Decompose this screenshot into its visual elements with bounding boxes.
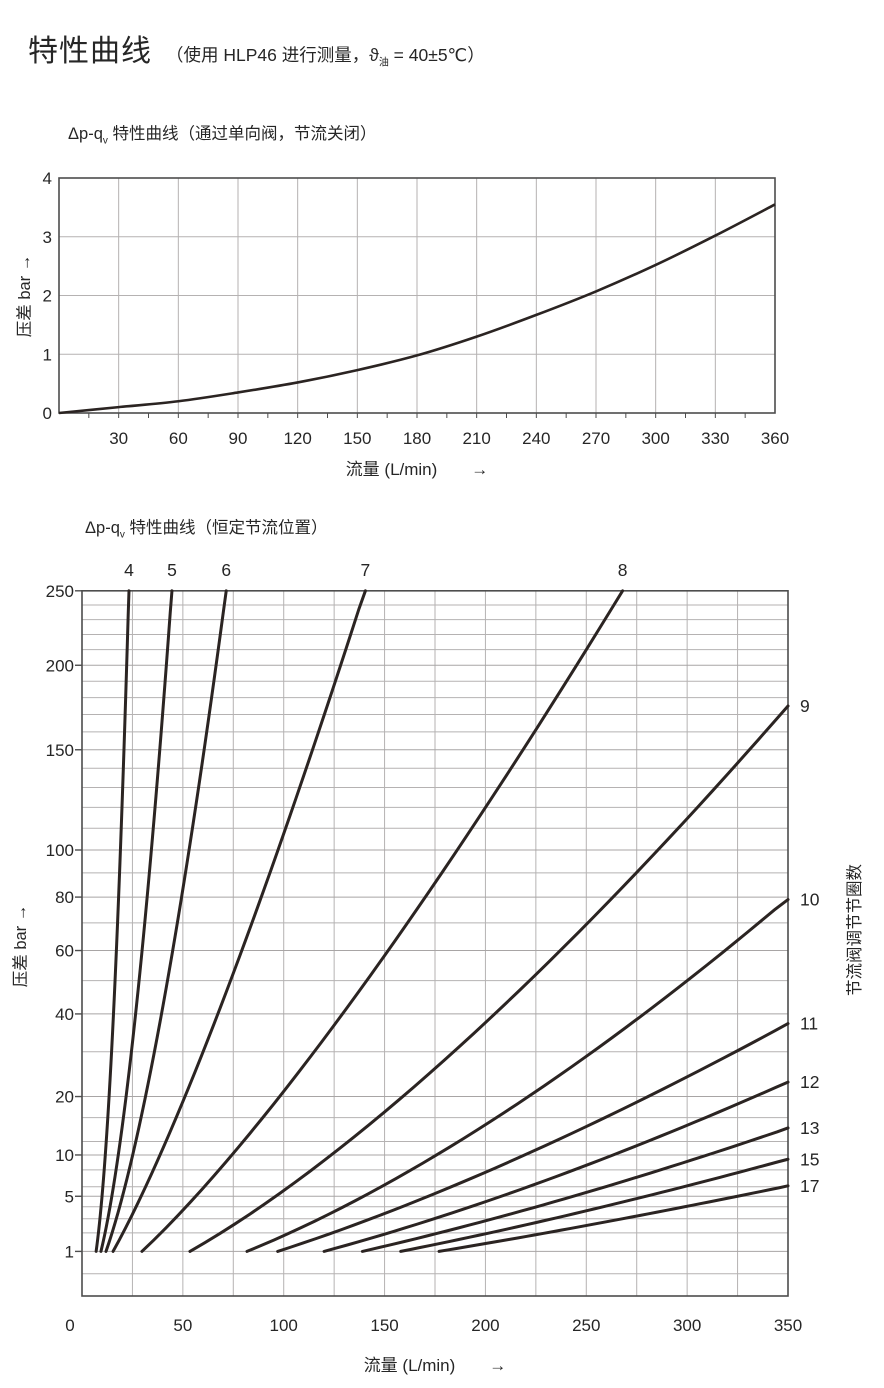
y-tick-label: 3 (43, 228, 52, 247)
y-tick-label: 250 (46, 582, 74, 601)
x-tick-label: 360 (761, 429, 789, 448)
y-tick-label: 60 (55, 942, 74, 961)
x-tick-label: 50 (173, 1316, 192, 1335)
page-header: 特性曲线 （使用 HLP46 进行测量，ϑ油 = 40±5℃） (28, 26, 485, 70)
curve-turns-10 (245, 898, 790, 1253)
y-tick-label: 1 (43, 345, 52, 364)
x-tick-label: 270 (582, 429, 610, 448)
y-tick-label: 1 (65, 1242, 74, 1261)
chart1-plot: 0 1 2 3 4 30 60 90 120 150 180 210 240 270 300 330 360 流量… (15, 169, 789, 479)
chart2-subtitle-sub: v (119, 529, 125, 541)
x-tick-label: 30 (109, 429, 128, 448)
chart2-subtitle-pre: Δp-q (85, 519, 120, 537)
x-axis-title: 流量 (L/min) → (364, 1356, 507, 1375)
curve-turns-8 (140, 589, 625, 1253)
theta-symbol: ϑ (369, 45, 379, 65)
curve-label-right: 12 (800, 1072, 819, 1092)
y-tick-label: 5 (65, 1187, 74, 1206)
curve-label-right: 9 (800, 696, 810, 716)
y-axis-title: 压差 bar → (15, 255, 34, 338)
plot-border (81, 590, 789, 1297)
y-tick-label: 200 (46, 656, 74, 675)
x-tick-label: 120 (283, 429, 311, 448)
curve-label-right: 17 (800, 1176, 819, 1196)
x-tick-label: 300 (673, 1316, 701, 1335)
x-tick-label: 250 (572, 1316, 600, 1335)
curve-label-top: 8 (618, 560, 628, 580)
y-tick-label: 2 (43, 287, 52, 306)
y-tick-label: 80 (55, 888, 74, 907)
curve-label-top: 7 (361, 560, 371, 580)
curve-turns-9 (188, 704, 790, 1253)
curve-turns-12 (322, 1080, 790, 1253)
y-tick-label: 4 (43, 169, 52, 188)
curve-label-top: 5 (167, 560, 177, 580)
curve-label-right: 13 (800, 1118, 819, 1138)
x-tick-label: 150 (343, 429, 371, 448)
theta-subscript: 油 (378, 57, 389, 69)
x-axis-title: 流量 (L/min) → (346, 460, 489, 479)
x-tick-label: 300 (641, 429, 669, 448)
curve-turns-11 (276, 1022, 790, 1253)
x-tick-label: 350 (774, 1316, 802, 1335)
x-tick-label: 150 (370, 1316, 398, 1335)
x-tick-label: 90 (229, 429, 248, 448)
y-tick-label: 10 (55, 1146, 74, 1165)
curve-turns-4 (94, 589, 131, 1253)
curve-turns-7 (111, 589, 367, 1253)
chart2-subtitle-post: 特性曲线（恒定节流位置） (124, 519, 328, 537)
curve-label-right: 15 (800, 1149, 819, 1169)
x-tick-label: 0 (65, 1316, 74, 1335)
curve-label-right: 10 (800, 890, 820, 910)
curve-label-top: 6 (221, 560, 231, 580)
y-tick-label: 40 (55, 1005, 74, 1024)
chart1-subtitle-pre: Δp-q (68, 125, 103, 143)
curve-label-right: 11 (800, 1014, 818, 1034)
plot-border (58, 177, 776, 414)
curve-turns-17 (437, 1184, 790, 1253)
y-axis-title-right: 节流阀调节节圈数 (845, 864, 864, 997)
x-tick-label: 240 (522, 429, 550, 448)
x-tick-label: 180 (403, 429, 431, 448)
note-pre: （使用 HLP46 进行测量， (166, 45, 370, 65)
note-post: = 40±5℃） (388, 45, 485, 65)
x-tick-label: 210 (462, 429, 490, 448)
y-tick-label: 20 (55, 1088, 74, 1107)
curve-turns-5 (99, 589, 174, 1253)
page-title-note: （使用 HLP46 进行测量，ϑ油 = 40±5℃） (166, 42, 485, 69)
curve-turns-13 (360, 1126, 790, 1253)
x-tick-label: 60 (169, 429, 188, 448)
x-tick-label: 100 (270, 1316, 298, 1335)
page-title: 特性曲线 (28, 35, 152, 68)
chart1-subtitle-sub: v (102, 135, 108, 147)
chart1-subtitle-post: 特性曲线（通过单向阀，节流关闭） (107, 125, 377, 143)
curve-turns-15 (399, 1157, 790, 1253)
x-tick-label: 200 (471, 1316, 499, 1335)
y-tick-label: 100 (46, 841, 74, 860)
chart1-subtitle: Δp-qv 特性曲线（通过单向阀，节流关闭） (68, 120, 376, 146)
y-tick-label: 150 (46, 741, 74, 760)
y-tick-label: 0 (43, 404, 52, 423)
curve-check-valve (58, 203, 776, 415)
x-tick-label: 330 (701, 429, 729, 448)
check-valve-chart: 0 1 2 3 4 30 60 90 120 150 180 210 240 270 300 330 360 流量… (15, 169, 789, 479)
curve-label-top: 4 (124, 560, 134, 580)
chart2-subtitle: Δp-qv 特性曲线（恒定节流位置） (85, 514, 327, 540)
curve-turns-6 (104, 589, 228, 1253)
y-axis-title-left: 压差 bar → (11, 905, 30, 988)
